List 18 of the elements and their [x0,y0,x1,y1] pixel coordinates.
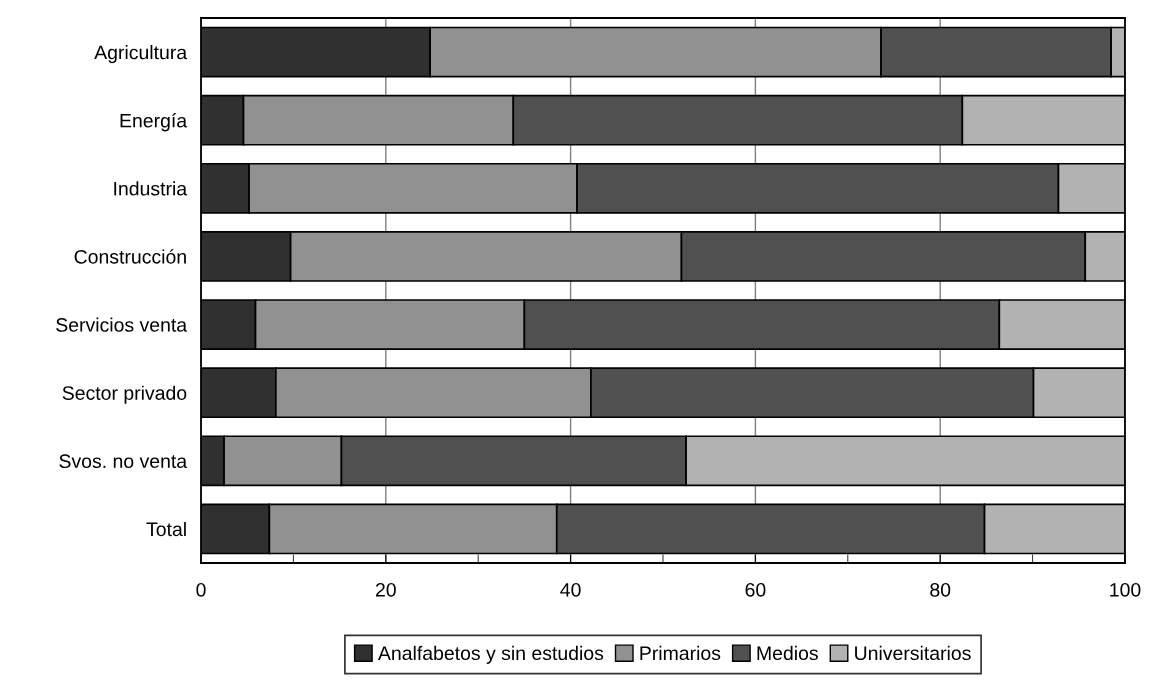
legend-label: Medios [757,645,818,661]
y-tick-label: Construcción [74,249,186,264]
x-tick-label: 20 [375,582,396,597]
x-tick-label: 100 [1110,582,1141,597]
legend-label: Analfabetos y sin estudios [377,645,604,664]
legend-label: Universitarios [855,645,971,661]
y-tick-label: Agricultura [94,45,188,64]
x-tick-label: 60 [745,582,766,597]
y-tick-label: Energía [120,113,188,132]
y-tick-label: Servicios venta [56,317,188,332]
y-tick-label: Industria [114,181,188,196]
y-tick-label: Svos. no venta [59,454,188,469]
x-tick-label: 80 [930,582,951,597]
x-tick-label: 0 [196,582,206,597]
x-tick-label: 40 [560,582,581,597]
legend-label: Primarios [640,645,721,661]
y-tick-label: Sector privado [62,385,187,404]
y-tick-label: Total [146,521,186,537]
